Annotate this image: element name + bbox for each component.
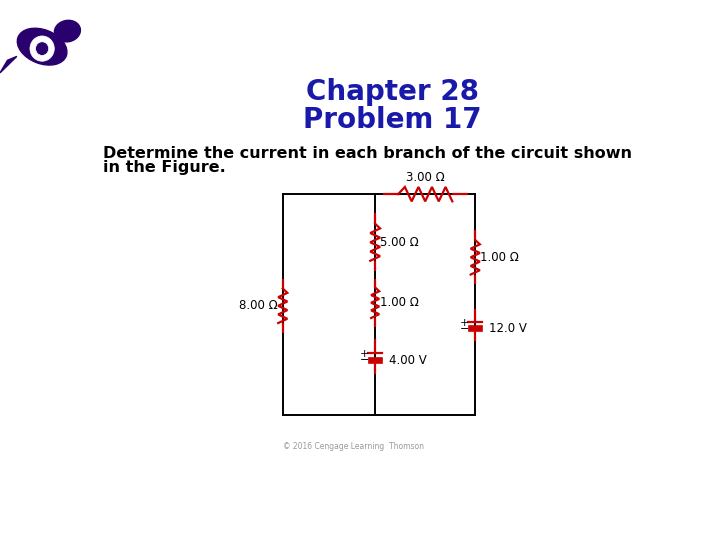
Text: +: +: [460, 318, 469, 328]
Circle shape: [35, 42, 49, 56]
Text: Determine the current in each branch of the circuit shown: Determine the current in each branch of …: [104, 146, 632, 161]
Text: 5.00 Ω: 5.00 Ω: [379, 236, 418, 249]
Text: Chapter 28: Chapter 28: [305, 78, 479, 106]
Text: 1.00 Ω: 1.00 Ω: [379, 296, 418, 309]
Text: in the Figure.: in the Figure.: [104, 159, 226, 174]
Text: 4.00 V: 4.00 V: [389, 354, 427, 367]
Text: 3.00 Ω: 3.00 Ω: [406, 171, 444, 184]
Text: −: −: [360, 355, 369, 366]
Text: −: −: [460, 324, 469, 334]
Polygon shape: [0, 56, 17, 73]
Text: +: +: [360, 349, 369, 359]
Text: Problem 17: Problem 17: [303, 106, 482, 134]
Text: 12.0 V: 12.0 V: [489, 322, 527, 335]
Ellipse shape: [17, 28, 67, 65]
Text: 8.00 Ω: 8.00 Ω: [239, 299, 278, 312]
Text: © 2016 Cengage Learning  Thomson: © 2016 Cengage Learning Thomson: [283, 442, 424, 451]
Ellipse shape: [55, 21, 81, 42]
Text: 1.00 Ω: 1.00 Ω: [480, 251, 518, 264]
Circle shape: [30, 36, 54, 61]
